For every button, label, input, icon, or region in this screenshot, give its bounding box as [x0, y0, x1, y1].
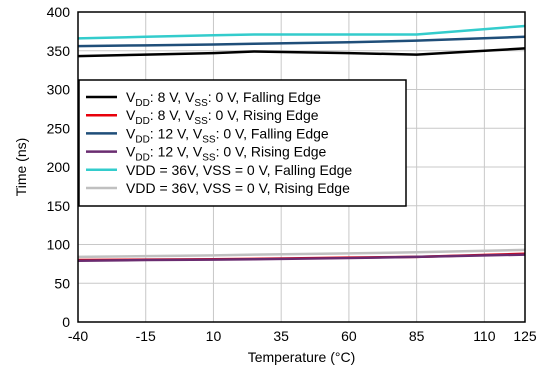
legend-text-part: : 0 V, Rising Edge — [208, 107, 319, 123]
legend-subscript: DD — [135, 153, 149, 164]
x-tick-labels: -40 -15 10 35 60 85 110 125 — [68, 328, 537, 344]
x-tick-label: 85 — [409, 328, 425, 344]
legend-label: VDD = 36V, VSS = 0 V, Rising Edge — [126, 180, 350, 196]
x-tick-label: 10 — [206, 328, 222, 344]
y-tick-label: 100 — [47, 237, 71, 253]
x-tick-label: -40 — [68, 328, 88, 344]
legend-subscript: DD — [135, 116, 149, 127]
x-tick-label: 110 — [473, 328, 496, 344]
x-tick-label: 125 — [513, 328, 537, 344]
legend-box — [78, 79, 407, 207]
series-lines — [77, 24, 526, 263]
y-tick-label: 350 — [47, 43, 71, 59]
y-tick-label: 0 — [62, 314, 70, 330]
legend-text-part: : 0 V, Falling Edge — [216, 125, 329, 141]
y-tick-label: 300 — [47, 82, 71, 98]
legend-text-part: V — [126, 89, 136, 105]
legend-subscript: SS — [194, 98, 208, 109]
legend-text-part: : 12 V, V — [150, 144, 203, 160]
x-tick-label: -15 — [136, 328, 156, 344]
legend-text-part: V — [126, 144, 136, 160]
y-tick-label: 250 — [47, 120, 71, 136]
legend-subscript: SS — [202, 153, 216, 164]
legend-subscript: DD — [135, 134, 149, 145]
legend-subscript: DD — [135, 98, 149, 109]
x-tick-label: 35 — [273, 328, 289, 344]
legend-label: VDD: 8 V, VSS: 0 V, Rising Edge — [126, 107, 319, 127]
x-axis-title: Temperature (°C) — [248, 349, 356, 365]
legend-text-part: : 8 V, V — [150, 89, 195, 105]
series-line — [77, 253, 526, 263]
x-tick-label: 60 — [341, 328, 357, 344]
plot-frame — [77, 11, 526, 323]
legend-subscript: SS — [202, 134, 216, 145]
series-line — [77, 35, 526, 48]
legend-subscript: SS — [194, 116, 208, 127]
series-line — [77, 47, 526, 58]
y-tick-label: 150 — [47, 198, 71, 214]
series-line — [77, 24, 526, 40]
legend-text-part: V — [126, 107, 136, 123]
legend-text-part: : 8 V, V — [150, 107, 195, 123]
y-tick-label: 400 — [47, 4, 71, 20]
legend-text-part: : 0 V, Rising Edge — [216, 144, 327, 160]
y-axis-title: Time (ns) — [13, 138, 29, 197]
legend-label: VDD: 8 V, VSS: 0 V, Falling Edge — [126, 89, 321, 109]
y-tick-labels: 0 50 100 150 200 250 300 350 400 — [47, 4, 71, 330]
legend-label: VDD: 12 V, VSS: 0 V, Rising Edge — [126, 144, 327, 164]
y-tick-label: 50 — [54, 275, 70, 291]
legend-label: VDD: 12 V, VSS: 0 V, Falling Edge — [126, 125, 329, 145]
legend-text-part: : 0 V, Falling Edge — [208, 89, 321, 105]
legend-label: VDD = 36V, VSS = 0 V, Falling Edge — [126, 162, 352, 178]
legend-text-part: : 12 V, V — [150, 125, 203, 141]
series-line — [77, 248, 526, 259]
y-tick-label: 200 — [47, 159, 71, 175]
legend-text-part: V — [126, 125, 136, 141]
